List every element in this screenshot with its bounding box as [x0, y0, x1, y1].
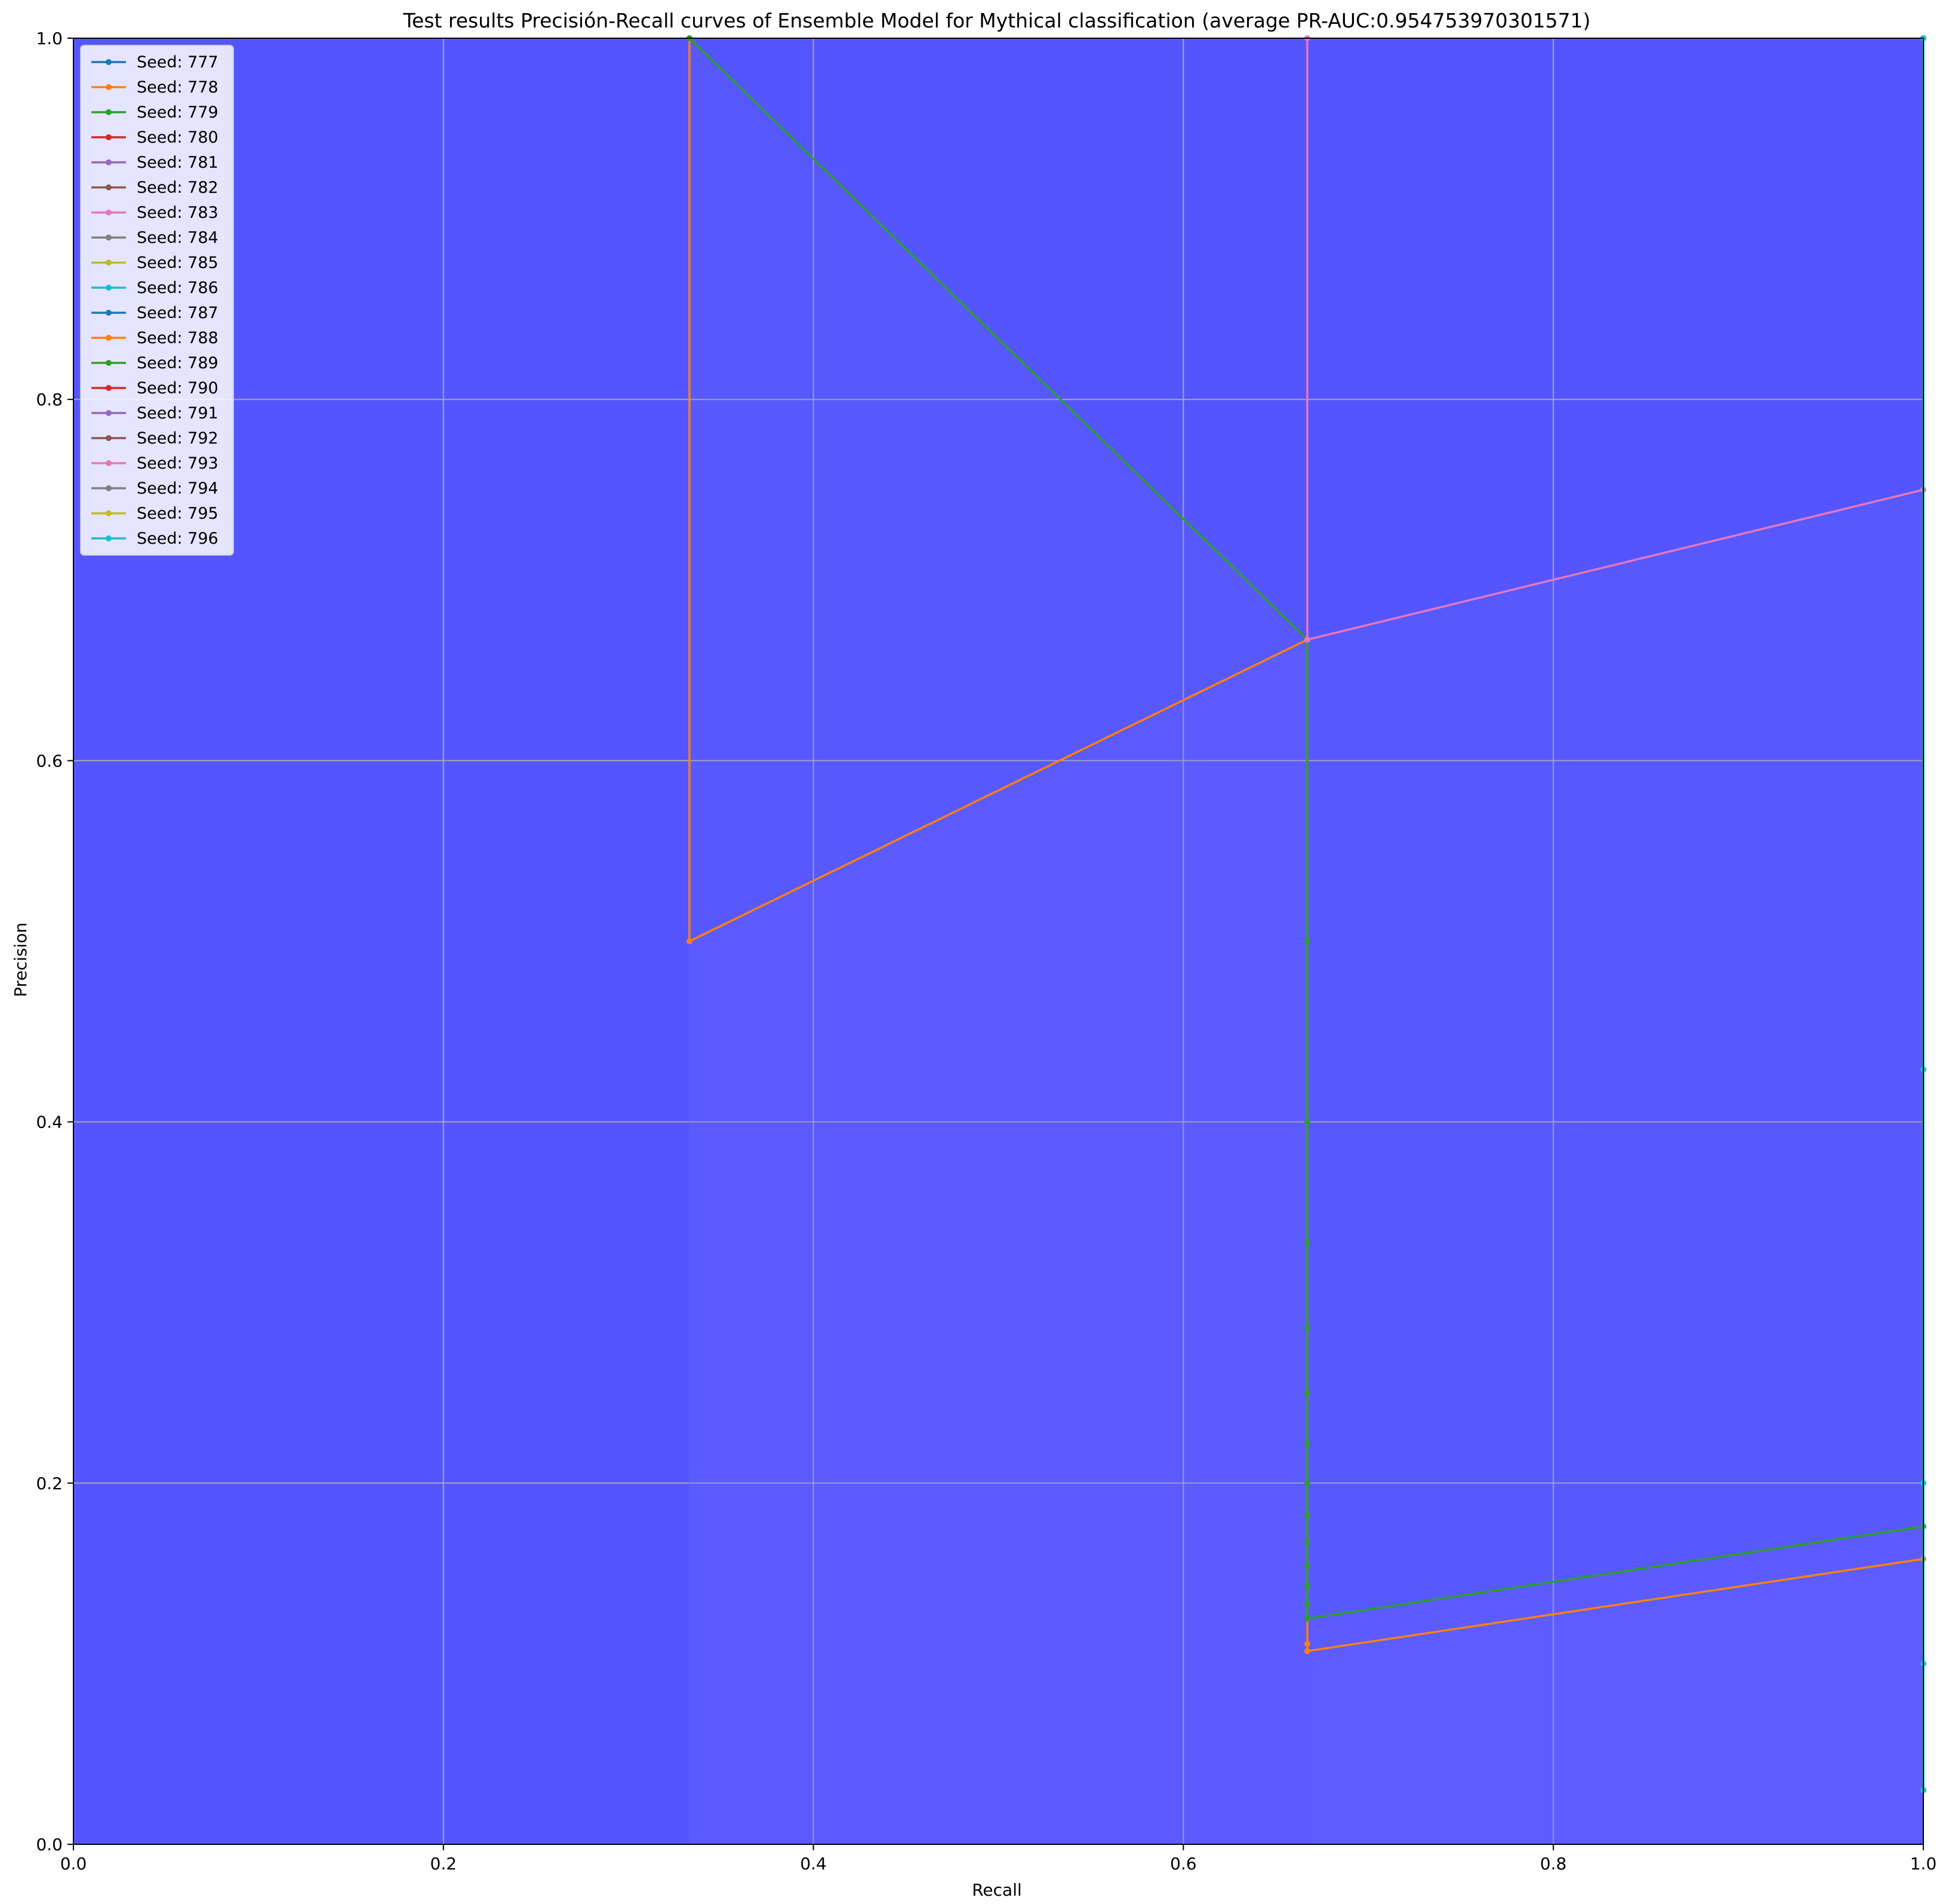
legend-marker: [106, 134, 112, 140]
data-point: [1304, 636, 1311, 643]
x-axis-label: Recall: [972, 1880, 1022, 1900]
legend-marker: [106, 335, 112, 341]
legend-entry: Seed: 784: [137, 229, 218, 247]
legend-entry: Seed: 796: [137, 529, 218, 548]
legend-entry: Seed: 787: [137, 304, 218, 322]
y-tick-label: 1.0: [36, 29, 63, 48]
legend-entry: Seed: 779: [137, 103, 218, 122]
legend-entry: Seed: 794: [137, 479, 218, 498]
y-tick-label: 0.4: [36, 1113, 63, 1132]
data-point: [1304, 1615, 1311, 1622]
data-point: [1304, 1583, 1311, 1589]
legend-marker: [106, 184, 112, 190]
data-point: [686, 938, 692, 944]
legend-entry: Seed: 778: [137, 78, 218, 97]
legend-entry: Seed: 791: [137, 404, 218, 423]
legend-entry: Seed: 782: [137, 178, 218, 197]
legend-marker: [106, 235, 112, 241]
legend-marker: [106, 435, 112, 441]
legend-entry: Seed: 789: [137, 354, 218, 372]
data-point: [1304, 1324, 1311, 1331]
legend-marker: [106, 510, 112, 516]
data-point: [1304, 1601, 1311, 1607]
legend-marker: [106, 209, 112, 215]
legend-marker: [106, 385, 112, 391]
legend-entry: Seed: 783: [137, 204, 218, 222]
data-point: [1304, 1648, 1311, 1655]
legend-marker: [106, 485, 112, 491]
y-axis-label: Precision: [11, 923, 30, 997]
legend-marker: [106, 310, 112, 316]
legend-marker: [106, 535, 112, 541]
data-point: [1304, 1563, 1311, 1569]
y-tick-label: 0.6: [36, 751, 63, 771]
x-tick-label: 0.8: [1540, 1854, 1567, 1874]
legend-entry: Seed: 790: [137, 379, 218, 398]
series-line: [688, 37, 1924, 1620]
legend-entry: Seed: 777: [137, 53, 218, 72]
data-point: [1304, 1539, 1311, 1546]
data-point: [1304, 1119, 1311, 1125]
legend-box: [80, 45, 234, 556]
plot-area: 0.0 0.2 0.4 0.6 0.8 1.0 0.0 0.2 0.4 0.6 0.8 1.0 Seed…: [36, 29, 1936, 1874]
legend-entry: Seed: 786: [137, 279, 218, 297]
y-tick-label: 0.8: [36, 390, 63, 409]
x-tick-label: 0.4: [800, 1854, 827, 1874]
data-point: [1304, 1390, 1311, 1396]
y-tick-label: 0.2: [36, 1474, 63, 1493]
legend-entry: Seed: 793: [137, 454, 218, 473]
legend-marker: [106, 360, 112, 366]
legend-entry: Seed: 785: [137, 254, 218, 272]
legend-marker: [106, 159, 112, 165]
chart-title: Test results Precisión-Recall curves of …: [402, 9, 1590, 32]
legend-entry: Seed: 792: [137, 429, 218, 448]
data-point: [1304, 1480, 1311, 1486]
legend-marker: [106, 109, 112, 115]
series-fill: [1307, 38, 1923, 1844]
legend-marker: [106, 410, 112, 416]
x-tick-label: 0.0: [60, 1854, 87, 1874]
x-tick-label: 1.0: [1910, 1854, 1937, 1874]
axes-frame: [73, 38, 1924, 1845]
legend-entry: Seed: 781: [137, 153, 218, 172]
legend-entry: Seed: 795: [137, 504, 218, 523]
data-point: [1304, 1641, 1311, 1647]
legend-entry: Seed: 788: [137, 329, 218, 347]
legend: Seed: 777 Seed: 778 Seed: 779 Seed: 780 Seed…: [80, 45, 234, 556]
data-point: [1304, 1512, 1311, 1519]
legend-marker: [106, 460, 112, 466]
data-point: [1304, 938, 1311, 944]
y-tick-label: 0.0: [36, 1835, 63, 1854]
x-tick-label: 0.2: [430, 1854, 457, 1874]
x-tick-label: 0.6: [1170, 1854, 1197, 1874]
legend-marker: [106, 59, 112, 65]
legend-marker: [106, 260, 112, 266]
data-point: [1304, 1240, 1311, 1246]
legend-marker: [106, 84, 112, 90]
data-point: [1304, 1440, 1311, 1447]
legend-entry: Seed: 780: [137, 128, 218, 147]
legend-marker: [106, 285, 112, 291]
